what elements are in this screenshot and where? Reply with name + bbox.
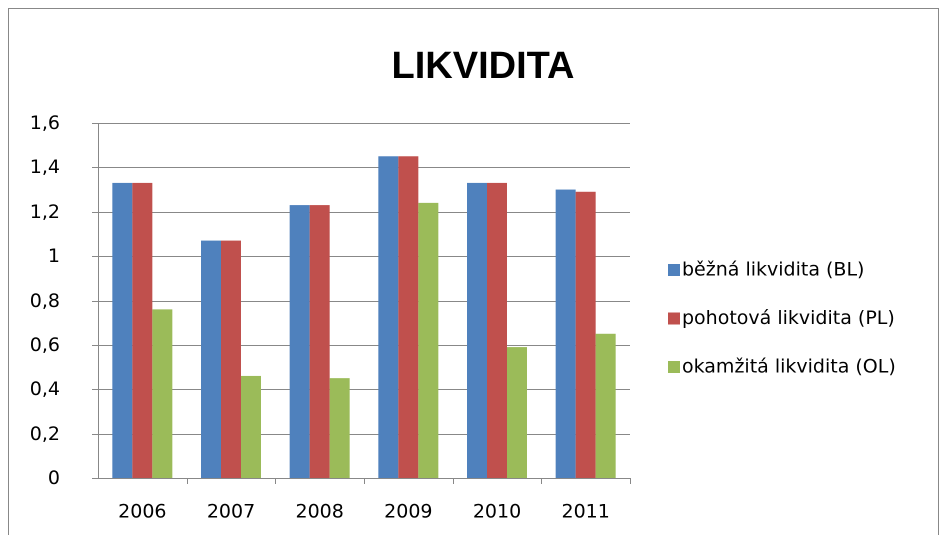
legend-label: běžná likvidita (BL) — [682, 259, 864, 281]
x-tick-label: 2010 — [473, 501, 521, 523]
bar — [241, 375, 261, 478]
bar — [201, 240, 221, 478]
legend-swatch — [668, 264, 680, 276]
y-tick-label: 0,8 — [30, 290, 60, 312]
bar — [487, 182, 507, 478]
y-tick-label: 1 — [48, 245, 60, 267]
y-tick-label: 0,4 — [30, 378, 60, 400]
y-tick-label: 0,6 — [30, 334, 60, 356]
legend-label: pohotová likvidita (PL) — [682, 307, 895, 329]
x-tick-label: 2007 — [207, 501, 255, 523]
y-tick-label: 0 — [48, 467, 60, 489]
bar — [378, 156, 399, 478]
x-tick-label: 2009 — [384, 501, 432, 523]
bar — [329, 378, 350, 478]
legend-swatch — [668, 312, 680, 325]
bar — [467, 182, 487, 478]
bar — [309, 205, 330, 478]
y-tick-label: 1,6 — [30, 112, 60, 134]
x-tick-label: 2008 — [295, 501, 343, 523]
bar — [132, 182, 153, 478]
chart-title: LIKVIDITA — [392, 45, 575, 87]
chart-border — [8, 8, 939, 535]
bar — [112, 182, 133, 478]
bar — [152, 309, 173, 478]
bar — [507, 347, 527, 478]
bar — [555, 189, 576, 478]
bar — [418, 202, 439, 478]
bar — [575, 191, 596, 478]
y-tick-label: 1,2 — [30, 201, 60, 223]
bar — [289, 205, 310, 478]
legend-label: okamžitá likvidita (OL) — [682, 356, 896, 378]
legend-swatch — [668, 361, 680, 373]
y-tick-label: 1,4 — [30, 156, 60, 178]
y-tick-label: 0,2 — [30, 423, 60, 445]
x-tick-label: 2006 — [118, 501, 166, 523]
x-tick-label: 2011 — [561, 501, 609, 523]
bar — [595, 333, 616, 478]
bar — [398, 156, 419, 478]
bar — [221, 240, 241, 478]
